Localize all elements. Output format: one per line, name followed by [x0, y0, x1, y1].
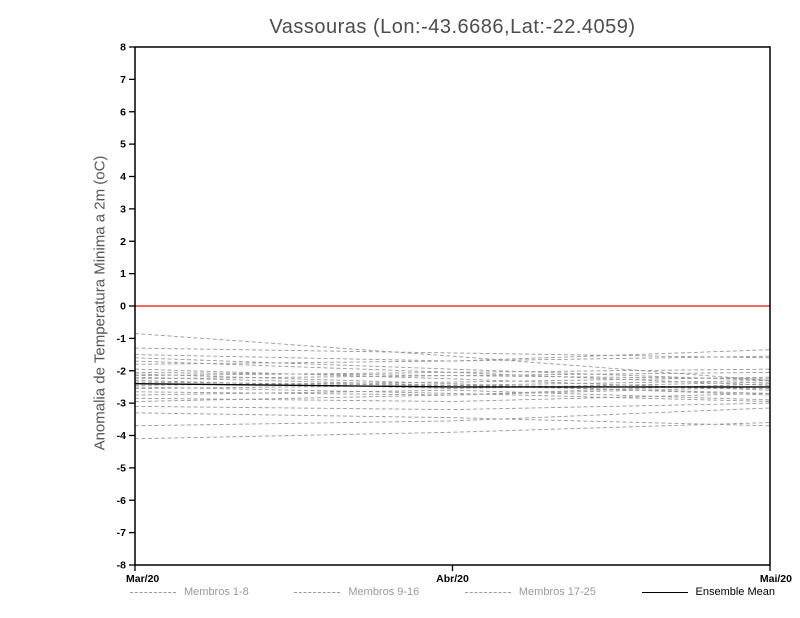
- member-line: [134, 360, 771, 386]
- member-line: [134, 422, 771, 440]
- member-line: [134, 355, 771, 365]
- member-line: [134, 392, 771, 402]
- member-line: [134, 412, 771, 427]
- member-line: [134, 376, 771, 394]
- member-line: [134, 368, 771, 377]
- y-tick-label: -2: [117, 365, 126, 377]
- legend-item-members-9-16: Membros 9-16: [294, 586, 419, 598]
- y-tick-label: 6: [120, 106, 126, 118]
- member-line: [134, 389, 771, 401]
- member-line: [134, 371, 771, 380]
- legend-label-ensemble-mean: Ensemble Mean: [695, 586, 776, 598]
- x-tick-label: Mar/20: [126, 573, 159, 585]
- member-line: [134, 349, 771, 362]
- y-tick-label: -3: [117, 398, 126, 410]
- legend-label-members-1-8: Membros 1-8: [184, 586, 249, 598]
- legend-label-members-9-16: Membros 9-16: [348, 586, 420, 598]
- y-tick-label: 5: [120, 139, 126, 151]
- x-tick-label: Abr/20: [436, 573, 469, 585]
- x-tick-label: Mai/20: [760, 573, 792, 585]
- y-tick-label: 1: [120, 268, 126, 280]
- y-tick-label: -6: [117, 495, 126, 507]
- member-line: [134, 371, 771, 380]
- y-tick-label: 4: [120, 171, 126, 183]
- member-line: [134, 386, 771, 396]
- legend-item-members-1-8: Membros 1-8: [130, 586, 249, 598]
- member-line: [134, 402, 771, 411]
- member-line: [134, 407, 771, 427]
- legend-line-ensemble-mean-icon: [641, 591, 688, 593]
- member-lines: [134, 333, 771, 440]
- y-tick-label: 3: [120, 203, 126, 215]
- member-line: [134, 333, 771, 381]
- y-tick-label: 8: [120, 42, 126, 54]
- y-tick-label: 0: [120, 301, 126, 313]
- chart-title: Vassouras (Lon:-43.6686,Lat:-22.4059): [269, 16, 636, 38]
- ensemble-mean-line: [134, 383, 770, 388]
- y-tick-label: -8: [117, 560, 126, 572]
- legend-line-members-9-16-icon: [294, 591, 341, 593]
- y-tick-label: -1: [117, 333, 126, 345]
- member-line: [134, 380, 771, 390]
- member-line: [134, 373, 771, 396]
- y-tick-label: -4: [117, 430, 126, 442]
- legend-item-members-17-25: Membros 17-25: [464, 586, 596, 598]
- y-tick-label: 2: [120, 236, 126, 248]
- x-axis-ticks: Mar/20 Abr/20 Mai/20: [126, 565, 792, 585]
- member-line: [134, 357, 771, 381]
- legend-line-members-1-8-icon: [130, 591, 176, 593]
- y-tick-label: 7: [120, 74, 126, 86]
- legend-line-members-17-25-icon: [464, 591, 511, 593]
- legend: Membros 1-8 Membros 9-16 Membros 17-25 E…: [130, 586, 775, 598]
- y-tick-label: -5: [117, 462, 126, 474]
- y-tick-label: -7: [117, 527, 126, 539]
- member-line: [134, 386, 771, 402]
- legend-item-ensemble-mean: Ensemble Mean: [641, 586, 776, 598]
- y-axis-ticks: -8 -7 -6 -5 -4 -3 -2 -1 0 1 2 3 4 5 6 7 8: [117, 42, 135, 572]
- member-line: [134, 347, 771, 359]
- legend-label-members-17-25: Membros 17-25: [518, 586, 596, 598]
